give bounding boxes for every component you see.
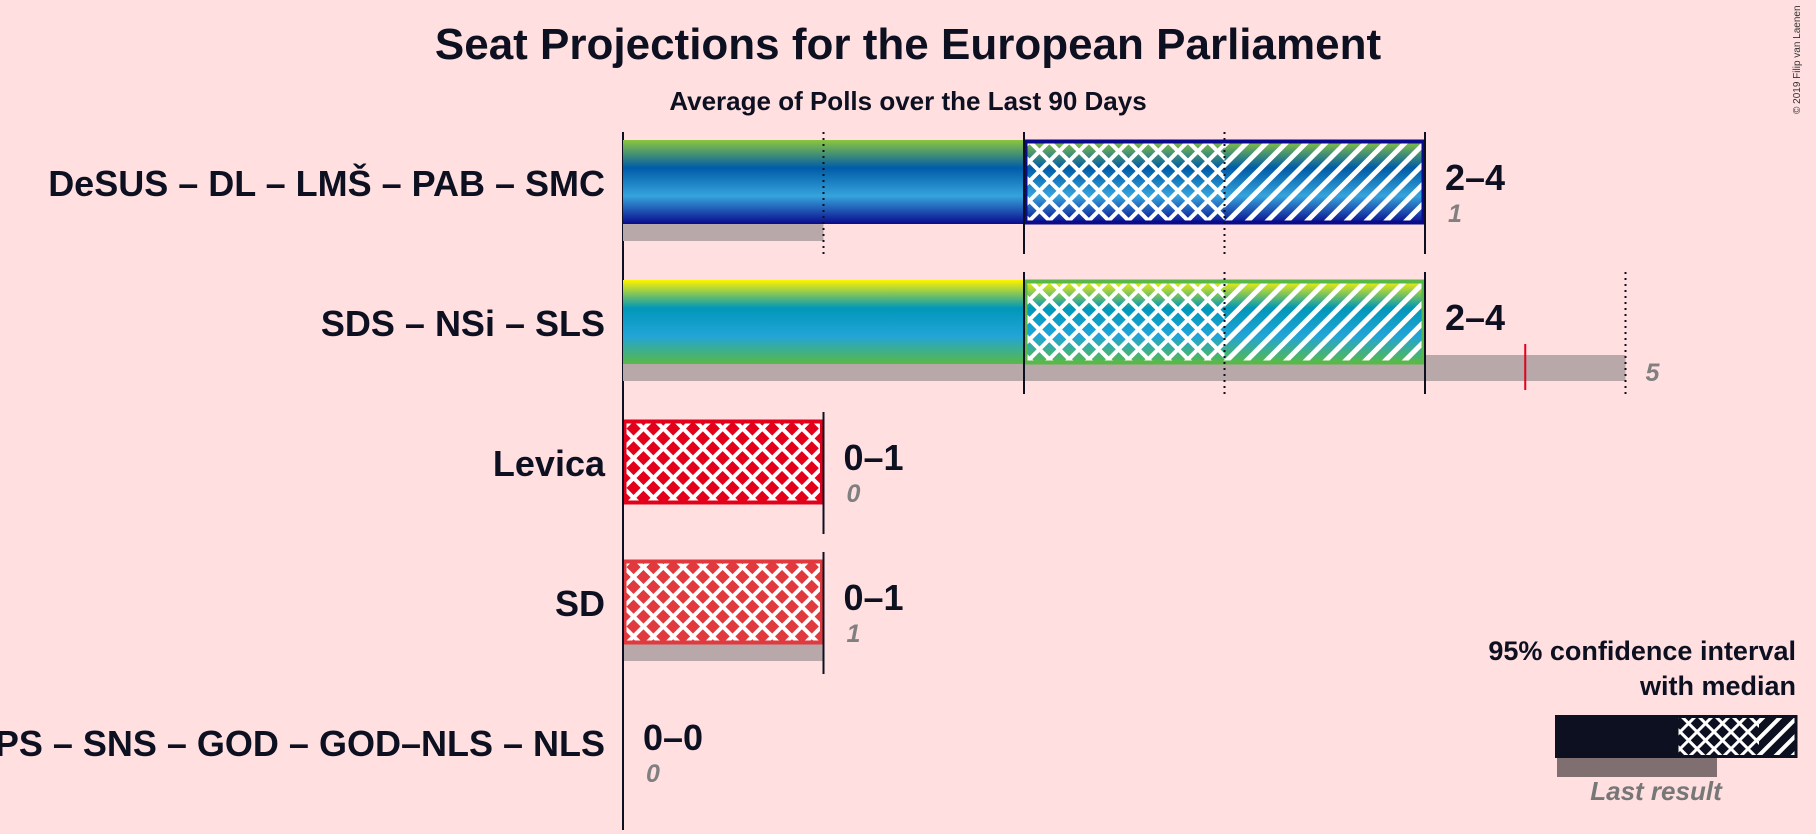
last-result-label: 0 — [847, 480, 861, 508]
legend-ci-outer-hatch — [1759, 715, 1797, 758]
ci-outer-hatch — [1224, 280, 1425, 364]
legend-title-line2: with median — [1639, 671, 1796, 701]
last-result-label: 1 — [1448, 200, 1462, 228]
party-name-label: Levica — [493, 443, 606, 484]
last-result-label: 0 — [646, 760, 660, 788]
party-row: SD 0–11 — [555, 552, 904, 674]
seat-range-label: 2–4 — [1445, 157, 1505, 198]
ci-outer-hatch — [1224, 140, 1425, 224]
legend-ci-outline — [1675, 715, 1798, 758]
legend-title: 95% confidence interval with median — [1488, 634, 1796, 704]
legend-title-line1: 95% confidence interval — [1488, 636, 1796, 666]
party-name-label: SD — [555, 583, 605, 624]
legend-ci-inner-hatch — [1677, 715, 1759, 758]
ci-inner-hatch — [1024, 280, 1225, 364]
party-name-label: DeSUS – DL – LMŠ – PAB – SMC — [48, 162, 605, 204]
legend-last-result-label: Last result — [1590, 776, 1722, 806]
legend-last-result-bar — [1557, 757, 1717, 777]
legend-graphic — [1555, 715, 1798, 777]
ci-inner-hatch — [1024, 140, 1225, 224]
median-bar-solid — [623, 280, 1024, 364]
ci-inner-hatch — [623, 560, 824, 644]
ci-outline — [622, 419, 824, 505]
last-result-label: 1 — [847, 620, 861, 648]
legend-median-bar — [1555, 715, 1677, 758]
party-row: Levica 0–10 — [493, 412, 904, 534]
party-name-label: SDS – NSi – SLS — [321, 303, 605, 344]
seat-range-label: 2–4 — [1445, 297, 1505, 338]
last-result-label: 5 — [1646, 359, 1661, 387]
party-row: DeSUS – DL – LMŠ – PAB – SMC 2–41 — [48, 132, 1505, 254]
seat-range-label: 0–1 — [844, 437, 904, 478]
chart-subtitle: Average of Polls over the Last 90 Days — [669, 86, 1147, 116]
chart-title: Seat Projections for the European Parlia… — [434, 20, 1382, 69]
ci-outline — [622, 559, 824, 645]
seat-range-label: 0–1 — [844, 577, 904, 618]
ci-inner-hatch — [623, 420, 824, 504]
seat-range-label: 0–0 — [643, 717, 703, 758]
party-row: PS – SNS – GOD – GOD–NLS – NLS 0–00 — [0, 717, 703, 788]
party-row: SDS – NSi – SLS 2–4 5 — [321, 272, 1661, 394]
party-name-label: PS – SNS – GOD – GOD–NLS – NLS — [0, 723, 605, 764]
